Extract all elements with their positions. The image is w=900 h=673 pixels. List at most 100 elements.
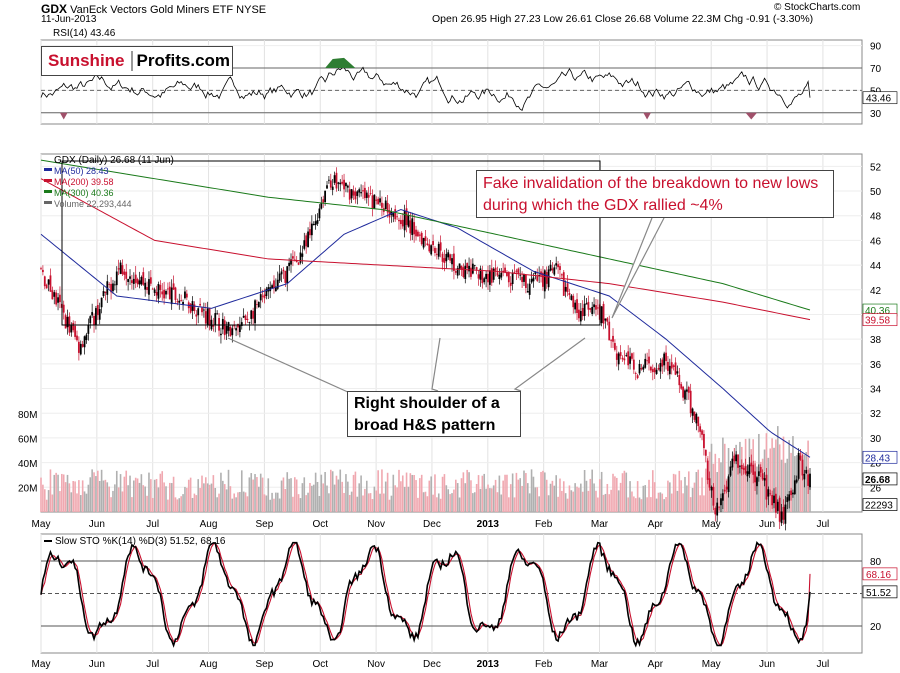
- volume-bar: [557, 496, 559, 512]
- volume-bar: [441, 476, 444, 512]
- candle-body: [208, 307, 211, 326]
- rsi-overbought-fill: [325, 57, 356, 68]
- volume-bar: [108, 486, 110, 512]
- volume-bar: [771, 438, 773, 512]
- candle-body: [795, 479, 798, 483]
- candle-body: [77, 341, 80, 353]
- volume-bar: [566, 498, 569, 512]
- volume-bar: [138, 482, 141, 512]
- volume-bar: [691, 487, 694, 512]
- candle-body: [627, 351, 630, 366]
- candle-body: [51, 290, 54, 300]
- candle-body: [110, 283, 112, 293]
- volume-bar: [519, 478, 522, 512]
- logo-part-2: Profits.com: [130, 51, 230, 71]
- volume-bar: [377, 470, 379, 512]
- candle-body: [102, 291, 105, 297]
- candle-body: [498, 274, 501, 280]
- candle-body: [638, 364, 641, 374]
- volume-bar: [606, 483, 609, 512]
- price-value-box: [862, 313, 898, 327]
- candle-body: [348, 189, 351, 200]
- rsi-y-tick: 70: [870, 64, 882, 75]
- candle-body: [712, 486, 715, 506]
- volume-bar: [665, 497, 667, 512]
- volume-bar: [282, 477, 285, 512]
- volume-bar: [744, 438, 747, 512]
- volume-bar: [616, 477, 618, 512]
- volume-bar: [659, 492, 662, 512]
- volume-bar: [655, 498, 658, 512]
- volume-bar: [110, 497, 112, 512]
- candle-body: [553, 267, 556, 275]
- candle-body: [259, 294, 262, 301]
- volume-bar: [326, 485, 328, 512]
- candle-body: [532, 277, 535, 282]
- volume-bar: [98, 481, 101, 512]
- candle-body: [83, 336, 86, 348]
- candle-body: [731, 458, 734, 468]
- volume-bar: [271, 492, 273, 512]
- volume-bar: [168, 482, 171, 512]
- candle-body: [716, 502, 719, 516]
- candle-body: [481, 271, 484, 284]
- volume-bar: [597, 497, 599, 512]
- volume-bar: [362, 495, 364, 512]
- volume-bar: [398, 469, 400, 512]
- candle-body: [746, 471, 749, 477]
- candle-body: [515, 270, 518, 272]
- volume-bar: [85, 493, 88, 512]
- sto-d-line: [40, 541, 811, 647]
- candle-body: [403, 210, 406, 231]
- volume-bar: [468, 472, 470, 512]
- volume-bar: [239, 491, 241, 512]
- volume-bar: [759, 461, 762, 512]
- candle-body: [706, 460, 709, 480]
- volume-bar: [125, 470, 128, 512]
- volume-bar: [333, 484, 336, 512]
- candle-body: [168, 286, 171, 300]
- volume-bar: [790, 452, 792, 512]
- candle-body: [206, 308, 209, 325]
- candle-body: [778, 497, 781, 522]
- volume-bar: [799, 452, 802, 512]
- volume-bar: [422, 492, 425, 512]
- volume-bar: [83, 491, 86, 512]
- candle-body: [72, 322, 75, 331]
- x-tick-label-sto: Jun: [759, 659, 775, 670]
- candle-body: [189, 303, 192, 313]
- volume-bar: [388, 499, 391, 512]
- volume-bar: [303, 477, 306, 512]
- volume-bar: [401, 475, 404, 512]
- candle-body: [318, 208, 321, 219]
- volume-bar: [428, 480, 431, 512]
- volume-bar: [769, 448, 772, 512]
- volume-bar: [204, 477, 207, 512]
- volume-bar: [248, 477, 251, 512]
- candle-body: [536, 276, 539, 281]
- candle-body: [685, 389, 688, 392]
- x-tick-label-price: Dec: [423, 519, 441, 530]
- volume-bar: [233, 493, 235, 512]
- volume-bar: [212, 475, 215, 512]
- candle-body: [583, 303, 586, 316]
- sunshine-profits-logo: Sunshine Profits.com: [41, 46, 233, 76]
- rsi-value-box: [862, 91, 898, 105]
- volume-bar: [780, 459, 783, 512]
- candle-body: [757, 471, 760, 476]
- candle-body: [790, 490, 792, 496]
- x-tick-label-sto: Jun: [89, 659, 105, 670]
- volume-bar: [530, 469, 533, 512]
- volume-bar: [288, 478, 290, 512]
- candle-body: [780, 511, 783, 524]
- volume-bar: [214, 487, 217, 512]
- volume-bar: [244, 492, 247, 512]
- volume-bar: [81, 480, 84, 512]
- volume-bar: [358, 483, 361, 512]
- volume-bar: [462, 472, 465, 512]
- volume-bar: [686, 485, 688, 512]
- volume-bar: [216, 497, 218, 512]
- x-tick-label-sto: Oct: [312, 659, 328, 670]
- candle-body: [305, 235, 308, 247]
- volume-bar: [322, 483, 325, 512]
